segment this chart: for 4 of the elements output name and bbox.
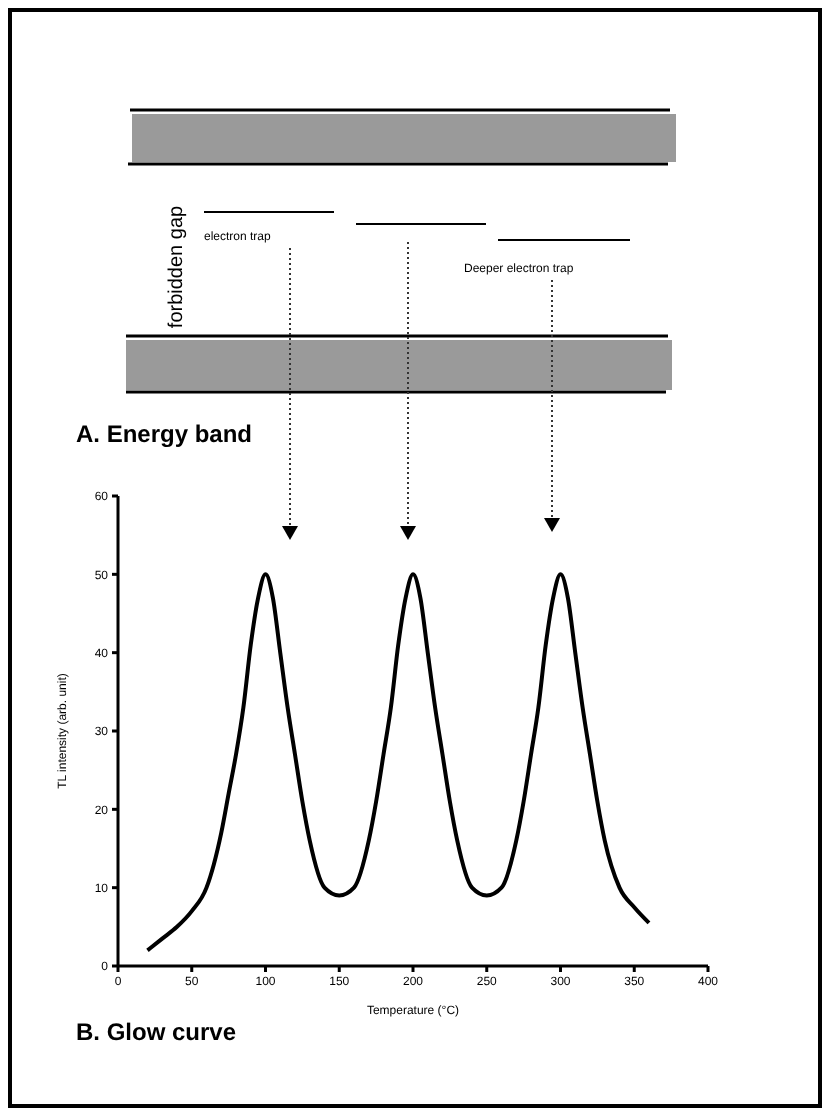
text: B. Glow curve — [76, 1018, 237, 1046]
text: forbidden gap — [166, 205, 189, 329]
text: A. Energy band — [76, 420, 253, 448]
line-series — [145, 572, 651, 953]
